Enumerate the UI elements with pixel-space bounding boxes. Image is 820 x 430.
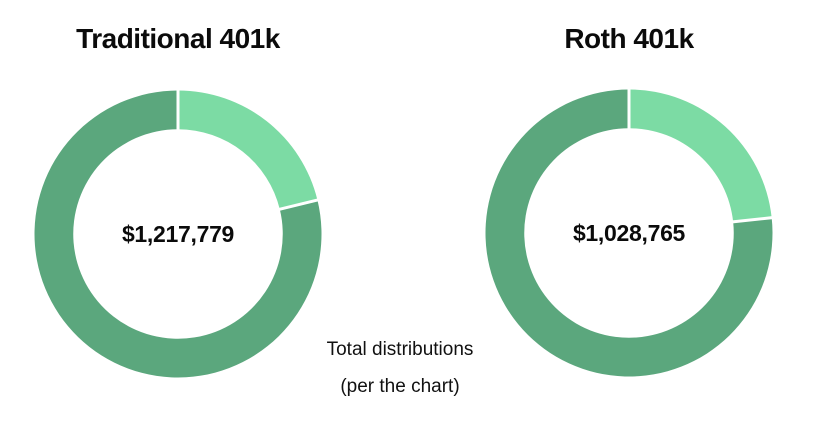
roth-401k-donut-chart <box>485 89 773 377</box>
traditional-401k-title: Traditional 401k <box>76 23 280 54</box>
slice-separator <box>276 197 321 212</box>
light-green-segment <box>178 90 318 210</box>
light-green-segment <box>629 89 772 222</box>
roth-401k-title: Roth 401k <box>564 23 694 54</box>
caption: Total distributions (per the chart) <box>294 331 506 405</box>
caption-line-2: (per the chart) <box>340 376 460 397</box>
slice-separator <box>730 216 773 224</box>
traditional-401k-donut-chart <box>34 90 322 378</box>
caption-line-1: Total distributions <box>326 339 474 360</box>
